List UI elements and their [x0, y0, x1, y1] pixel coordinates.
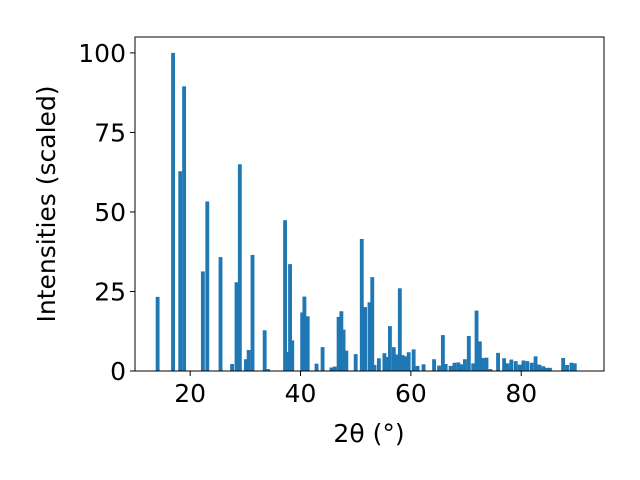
- bar: [283, 220, 288, 371]
- bar: [463, 359, 467, 371]
- y-tick-label: 50: [94, 198, 126, 227]
- bar: [234, 282, 239, 371]
- x-tick-label: 40: [285, 379, 317, 408]
- bar: [484, 357, 489, 371]
- bar: [230, 364, 235, 371]
- bar: [400, 355, 405, 371]
- bar: [218, 257, 223, 371]
- bar: [395, 354, 400, 371]
- bar: [341, 329, 346, 371]
- bar: [505, 363, 510, 371]
- bar: [565, 364, 569, 371]
- bar: [403, 356, 408, 371]
- bar: [471, 363, 476, 371]
- bar: [474, 310, 479, 371]
- bar: [171, 52, 175, 372]
- x-axis-label: 2θ (°): [333, 419, 404, 448]
- bar: [372, 364, 377, 371]
- y-tick-label: 100: [78, 39, 126, 68]
- bar: [421, 364, 426, 371]
- bar: [496, 352, 500, 371]
- bar: [459, 364, 464, 371]
- bar: [509, 359, 514, 371]
- bar: [363, 307, 368, 371]
- bar: [155, 296, 160, 371]
- bar: [544, 367, 549, 371]
- x-tick-label: 80: [505, 379, 537, 408]
- bar: [336, 316, 341, 371]
- bar: [521, 360, 526, 371]
- bar: [332, 366, 337, 371]
- bar: [246, 350, 251, 371]
- bar: [300, 312, 305, 371]
- bar: [305, 316, 310, 371]
- bar: [533, 356, 538, 371]
- bar: [382, 353, 387, 371]
- bar: [339, 311, 344, 371]
- bar: [182, 86, 187, 372]
- bar: [541, 366, 546, 371]
- x-tick-label: 60: [395, 379, 427, 408]
- bar: [370, 277, 375, 371]
- bar: [452, 362, 457, 371]
- bar: [477, 341, 482, 371]
- bar: [329, 367, 334, 371]
- bar: [440, 335, 445, 371]
- bar: [517, 364, 522, 371]
- bar: [548, 367, 552, 371]
- bar: [250, 254, 255, 371]
- bar: [262, 330, 267, 371]
- bar: [344, 350, 349, 371]
- bar: [456, 362, 461, 371]
- bar: [488, 369, 493, 371]
- bar: [285, 351, 290, 371]
- bar: [288, 264, 292, 371]
- bars-group: [155, 52, 577, 372]
- bar: [353, 354, 358, 371]
- bar: [569, 362, 574, 371]
- bar: [513, 361, 518, 371]
- bar: [266, 369, 270, 371]
- bar: [384, 357, 389, 371]
- x-tick-label: 20: [174, 379, 206, 408]
- bar: [437, 365, 441, 371]
- bar: [367, 302, 372, 371]
- y-tick-label: 25: [94, 277, 126, 306]
- x-axis-ticks: 20 40 60 80: [174, 371, 537, 408]
- bar: [397, 288, 402, 371]
- bar: [537, 364, 542, 371]
- y-axis-ticks: 0 25 50 75 100: [78, 39, 135, 386]
- y-axis-label: Intensities (scaled): [32, 85, 61, 322]
- bar: [561, 357, 566, 371]
- bar: [290, 340, 295, 371]
- bar: [466, 336, 471, 371]
- bar: [572, 363, 577, 371]
- bar: [406, 352, 411, 371]
- bar: [200, 271, 205, 371]
- bar: [314, 363, 319, 371]
- bar: [432, 359, 436, 371]
- bar: [415, 365, 420, 371]
- bar: [448, 365, 453, 371]
- bar: [411, 349, 416, 371]
- bar: [243, 359, 248, 371]
- bar: [320, 347, 325, 371]
- bar: [237, 164, 242, 371]
- bar: [443, 364, 448, 371]
- bar: [205, 201, 210, 371]
- bar: [502, 358, 507, 371]
- bar: [359, 238, 364, 371]
- bar: [376, 358, 381, 371]
- plot-frame: [134, 36, 605, 372]
- y-tick-label: 75: [94, 118, 126, 147]
- bar: [387, 326, 392, 371]
- bar: [391, 347, 396, 371]
- bar: [525, 361, 530, 371]
- bar: [480, 357, 485, 371]
- y-tick-label: 0: [110, 357, 126, 386]
- bar: [529, 362, 534, 371]
- bar: [302, 296, 307, 371]
- bar: [178, 171, 183, 371]
